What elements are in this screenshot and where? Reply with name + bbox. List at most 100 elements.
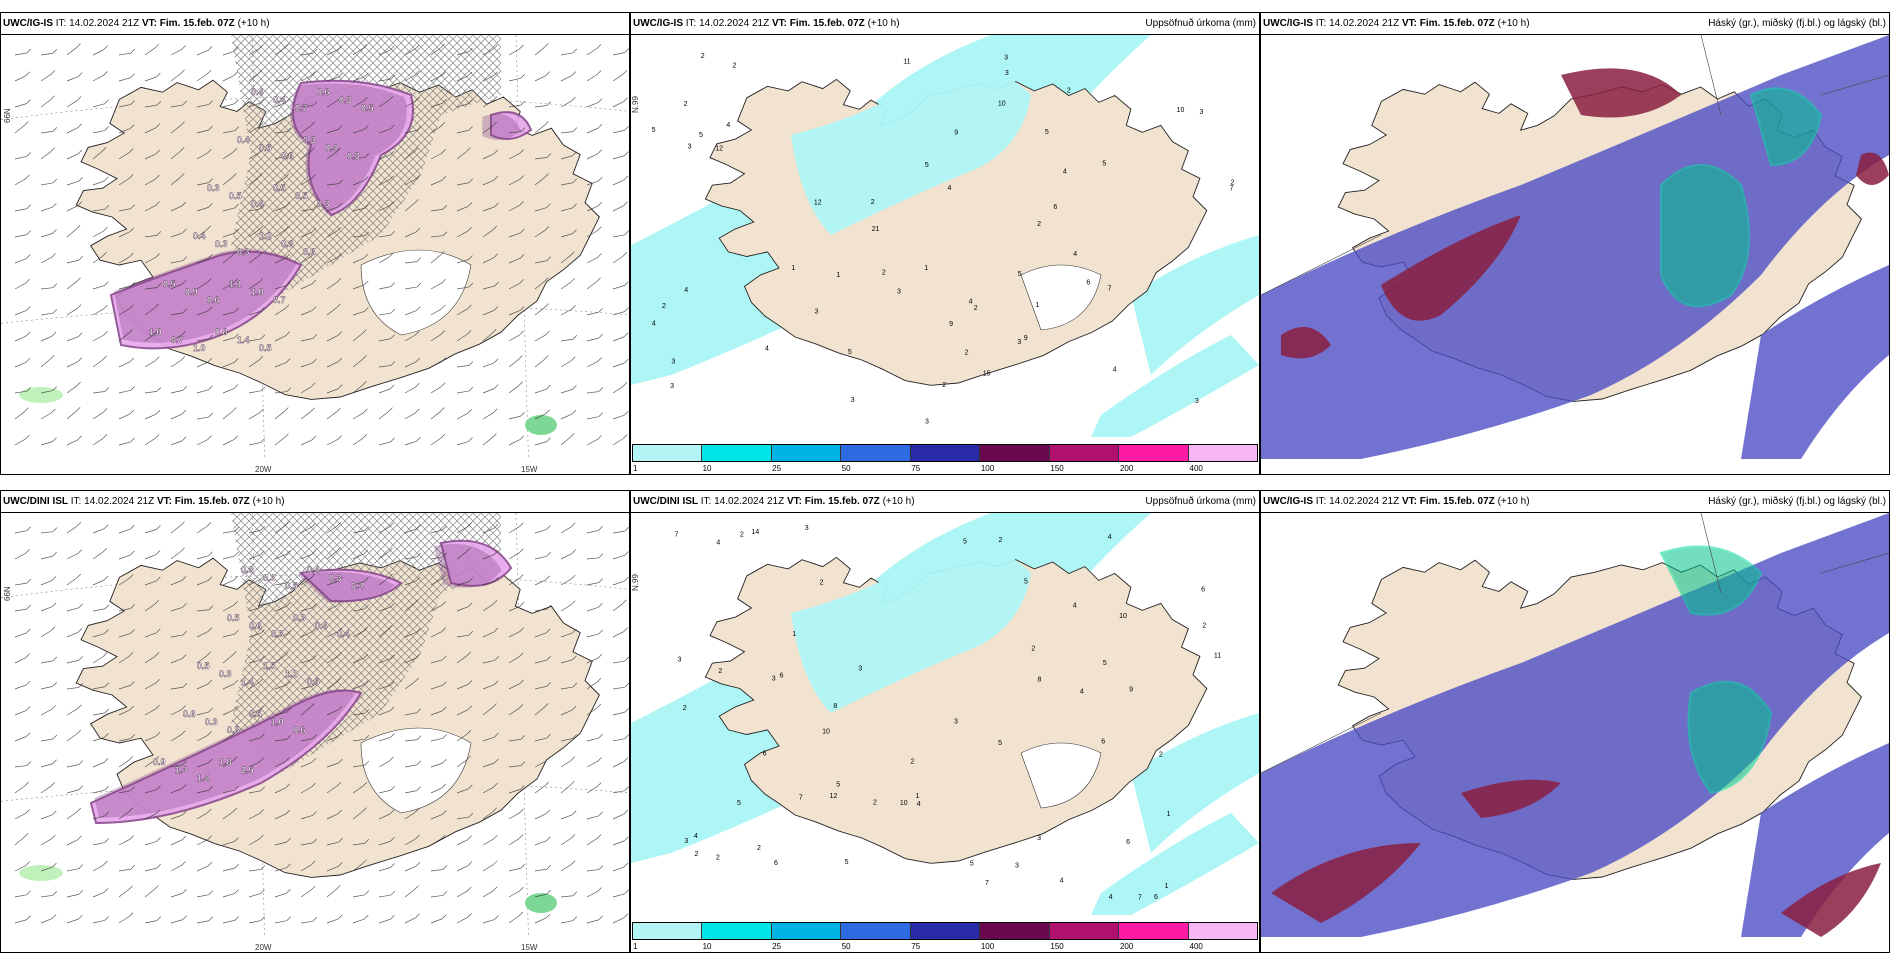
wind-barb: [92, 438, 104, 446]
wind-barb: [118, 128, 131, 134]
precip-value-label: 0.3: [215, 239, 228, 249]
wind-barb: [612, 738, 625, 742]
wind-barb: [352, 437, 364, 446]
wind-barb: [248, 126, 260, 134]
wind-barb: [456, 816, 469, 820]
wind-barb: [534, 707, 545, 716]
wind-barb-flag: [26, 604, 32, 610]
wind-barb: [326, 762, 339, 768]
wind-barb-flag: [570, 834, 576, 839]
wind-barb: [92, 762, 105, 768]
accum-value-label: 5: [848, 349, 852, 356]
wind-barb-flag: [285, 757, 290, 762]
wind-barb: [430, 437, 442, 446]
wind-barb-flag: [130, 437, 135, 443]
wind-barb: [456, 606, 469, 612]
wind-barb-flag: [519, 201, 524, 206]
wind-barb-flag: [439, 251, 445, 256]
wind-barb-flag: [286, 863, 291, 869]
wind-barb: [248, 311, 261, 316]
wind-barb-flag: [468, 178, 474, 184]
wind-barb: [92, 412, 104, 420]
wind-barb-flag: [156, 837, 161, 842]
colorbar-swatch: [633, 923, 703, 939]
wind-barb: [144, 104, 157, 108]
light-precip-area: [19, 865, 63, 881]
wind-barb-flag: [284, 43, 289, 49]
wind-barb: [378, 286, 391, 290]
precip-value-label: 0.4: [351, 581, 364, 591]
wind-barb: [560, 182, 573, 186]
wind-barb: [40, 580, 53, 586]
colorbar-tick-label: 25: [772, 464, 782, 473]
wind-barb: [430, 710, 443, 716]
colorbar-ticks: 1 10 25 50 75 100 150 200 400: [632, 941, 1258, 952]
wind-barb: [560, 207, 573, 212]
wind-barb: [326, 918, 339, 924]
wind-barb: [118, 709, 130, 716]
precip-value-label: 1.8: [219, 757, 232, 767]
wind-barb: [222, 282, 234, 290]
wind-barb-flag: [364, 280, 369, 286]
wind-barb: [586, 681, 598, 690]
wind-barb-flag: [155, 409, 161, 415]
wind-barb-flag: [102, 434, 108, 439]
wind-barb: [508, 765, 521, 768]
wind-barb: [404, 739, 417, 742]
wind-barb-flag: [598, 387, 604, 392]
wind-barb: [352, 738, 365, 742]
wind-barb-flag: [130, 681, 135, 686]
wind-barb: [586, 657, 599, 664]
wind-barb: [430, 578, 442, 586]
wind-barb: [586, 869, 599, 872]
wind-barb: [248, 869, 261, 872]
colorbar-swatch: [1049, 445, 1120, 461]
wind-barb: [378, 710, 391, 716]
wind-barb-flag: [442, 706, 447, 712]
wind-barb-flag: [571, 409, 577, 415]
wind-barb-flag: [207, 306, 213, 312]
wind-barb: [274, 47, 285, 56]
map-panel-igis-accum: UWC/IG-IS IT: 14.02.2024 21Z VT: Fim. 15…: [630, 12, 1260, 475]
wind-barb: [404, 286, 417, 290]
wind-barb-flag: [624, 230, 629, 236]
wind-barb: [170, 334, 182, 342]
wind-barb-flag: [182, 915, 187, 920]
accum-value-label: 2: [974, 305, 978, 312]
wind-barb: [144, 413, 157, 420]
wind-barb: [430, 179, 443, 186]
wind-barb: [92, 308, 104, 316]
accumulation-area: [1091, 335, 1259, 437]
wind-barb: [482, 864, 494, 872]
wind-barb-flag: [25, 549, 30, 554]
wind-barb: [14, 234, 27, 238]
wind-barb: [560, 389, 573, 394]
colorbar-tick-label: 200: [1119, 942, 1134, 951]
wind-barb-flag: [129, 227, 135, 233]
accum-value-label: 12: [715, 145, 723, 152]
wind-barb: [300, 75, 312, 82]
wind-barb: [352, 385, 363, 394]
wind-barb-flag: [310, 703, 315, 708]
wind-barb-flag: [467, 861, 473, 867]
wind-barb-flag: [493, 680, 499, 685]
wind-barb-flag: [26, 48, 32, 54]
wind-barb-flag: [441, 357, 447, 362]
wind-barb: [456, 551, 467, 560]
wind-barb-flag: [130, 100, 135, 105]
wind-barb-flag: [182, 683, 188, 688]
wind-barb: [456, 526, 468, 534]
wind-barb: [170, 413, 183, 420]
wind-barb-flag: [518, 652, 524, 657]
wind-barb: [430, 787, 443, 794]
wind-barb: [352, 657, 365, 664]
wind-barb-flag: [415, 97, 420, 102]
wind-barb: [430, 361, 442, 368]
wind-barb: [352, 128, 365, 134]
wind-barb: [430, 235, 443, 238]
wind-barb: [482, 736, 495, 742]
wind-barb-flag: [623, 332, 629, 338]
wind-barb-flag: [207, 148, 212, 154]
wind-barb-flag: [623, 175, 629, 181]
